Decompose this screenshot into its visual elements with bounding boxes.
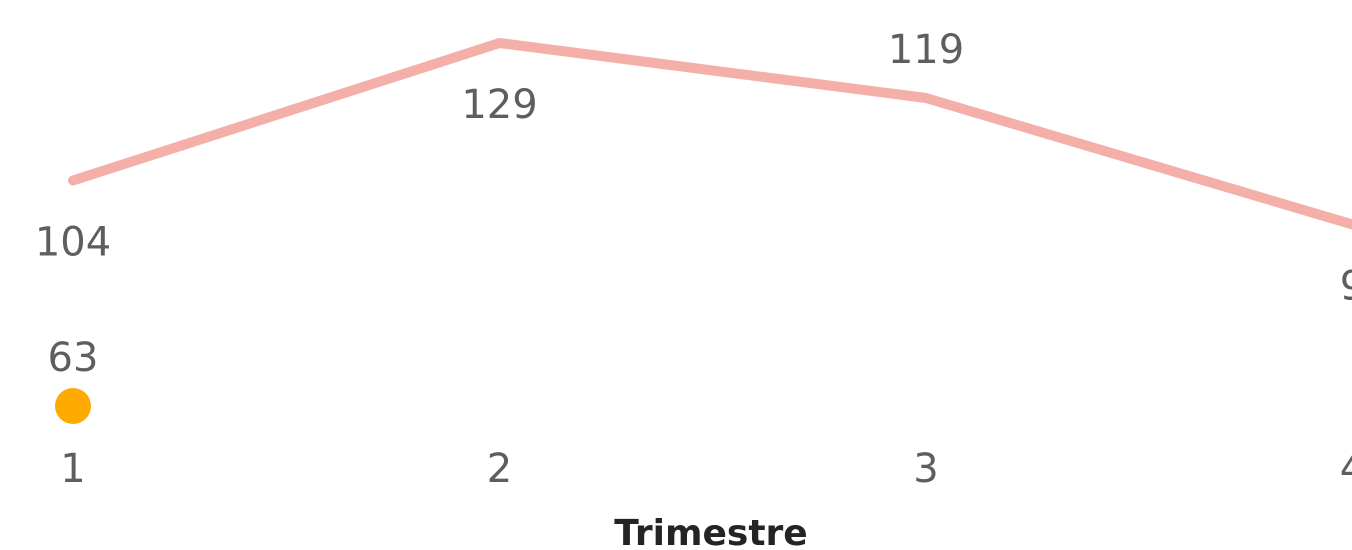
data-label-1-0: 63 — [48, 335, 99, 381]
data-labels: 104 129 119 9 63 — [35, 27, 1352, 381]
data-label-0-0: 104 — [35, 220, 111, 266]
x-axis-title: Trimestre — [614, 513, 807, 550]
series-marker-1-0 — [55, 388, 91, 424]
x-axis-ticks: 1 2 3 4 — [60, 446, 1352, 492]
x-tick-label-3: 4 — [1340, 446, 1352, 492]
x-tick-label-1: 2 — [487, 446, 512, 492]
series-line-0 — [68, 38, 1352, 230]
series-layer — [55, 38, 1352, 424]
x-tick-label-0: 1 — [60, 446, 85, 492]
data-label-0-1: 129 — [461, 82, 537, 128]
data-label-0-3: 9 — [1340, 264, 1352, 310]
data-label-0-2: 119 — [888, 27, 964, 73]
x-tick-label-2: 3 — [913, 446, 938, 492]
